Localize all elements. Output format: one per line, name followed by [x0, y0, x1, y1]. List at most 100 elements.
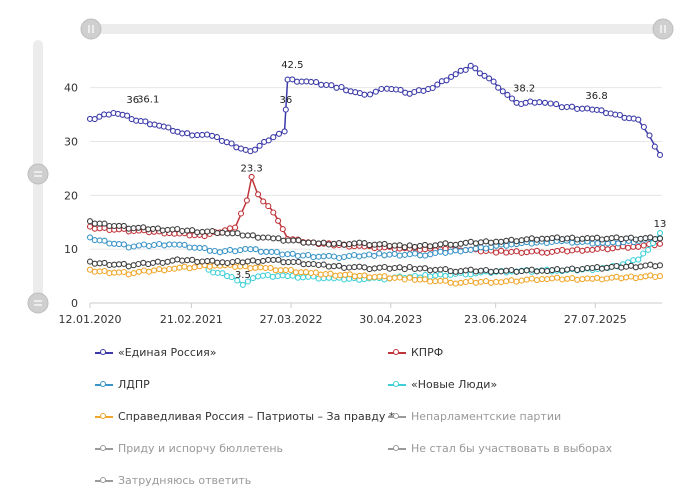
- series-point: [574, 246, 581, 253]
- series-point: [86, 258, 94, 265]
- navigator-track[interactable]: [90, 24, 662, 34]
- series-point: [598, 107, 605, 114]
- series-point: [169, 257, 176, 264]
- series-point: [493, 238, 500, 245]
- series-point: [618, 236, 625, 243]
- series-point: [327, 270, 334, 277]
- series-point: [564, 248, 571, 255]
- legend-item[interactable]: Справедливая Россия – Патриоты – За прав…: [95, 410, 394, 423]
- series-point: [549, 248, 556, 255]
- series-point: [120, 241, 127, 248]
- series-point: [268, 248, 275, 255]
- series-point: [544, 235, 551, 242]
- vertical-scrollbar[interactable]: [27, 40, 49, 314]
- legend-marker-icon: [388, 348, 406, 358]
- series-point: [579, 265, 586, 273]
- navigator-handle-right[interactable]: [652, 18, 674, 40]
- series-point: [437, 271, 444, 278]
- series-point: [204, 258, 211, 265]
- legend-item[interactable]: «Единая Россия»: [95, 346, 216, 359]
- series-point: [275, 130, 283, 137]
- series-point: [411, 250, 419, 257]
- series-point: [442, 266, 449, 273]
- series-point: [274, 273, 281, 280]
- legend-item[interactable]: Приду и испорчу бюллетень: [95, 442, 283, 455]
- series-point: [145, 226, 152, 233]
- series-point: [361, 240, 368, 247]
- x-tick-label: 30.04.2023: [359, 313, 422, 326]
- series-point: [310, 239, 317, 246]
- series-point: [579, 105, 586, 112]
- vertical-handle-top[interactable]: [27, 163, 49, 185]
- navigator-handle-left[interactable]: [80, 18, 102, 40]
- series-point: [287, 266, 294, 274]
- series-point: [361, 272, 368, 279]
- series-point: [482, 238, 490, 245]
- series-point: [613, 273, 620, 280]
- legend-label: Приду и испорчу бюллетень: [118, 442, 283, 455]
- series-point: [391, 250, 398, 257]
- series-point: [518, 237, 525, 244]
- series-point: [437, 248, 444, 255]
- series-point: [637, 274, 644, 281]
- series-point: [356, 239, 363, 246]
- series-point: [432, 272, 439, 279]
- series-point: [623, 274, 630, 281]
- series-line: [86, 62, 664, 159]
- series-point: [270, 256, 277, 263]
- legend-item[interactable]: КПРФ: [388, 346, 443, 359]
- series-point: [214, 230, 221, 237]
- series-point: [96, 220, 103, 227]
- legend-item[interactable]: ЛДПР: [95, 378, 150, 391]
- series-point: [533, 236, 540, 243]
- legend-item[interactable]: «Новые Люди»: [388, 378, 497, 391]
- legend-label: «Единая Россия»: [118, 346, 217, 359]
- series-point: [305, 251, 312, 259]
- series-point: [642, 273, 649, 280]
- legend-label: ЛДПР: [118, 378, 150, 391]
- series-point: [279, 226, 286, 233]
- series-point: [367, 91, 374, 98]
- series-point: [477, 267, 484, 274]
- series-point: [547, 100, 554, 107]
- series-point: [630, 257, 637, 264]
- series-point: [396, 274, 403, 281]
- series-point: [652, 263, 659, 270]
- series-group: [86, 62, 664, 288]
- series-point: [594, 245, 601, 252]
- series-point: [145, 261, 152, 268]
- series-point: [91, 260, 98, 267]
- series-point: [647, 261, 654, 268]
- series-point: [294, 274, 301, 281]
- series-point: [538, 235, 546, 242]
- series-point: [627, 273, 635, 280]
- series-point: [371, 273, 378, 281]
- series-point: [538, 276, 546, 283]
- series-point: [457, 248, 464, 255]
- series-point: [189, 256, 196, 263]
- range-navigator[interactable]: [80, 18, 674, 40]
- series-point: [184, 227, 191, 234]
- series-point: [462, 247, 469, 254]
- series-point: [499, 88, 506, 95]
- series-point: [432, 278, 439, 285]
- series-point: [594, 264, 601, 271]
- legend-item[interactable]: Непарламентские партии: [388, 410, 561, 423]
- series-point: [284, 251, 291, 258]
- series-point: [292, 269, 299, 276]
- data-label: 36.8: [585, 91, 607, 102]
- vertical-handle-bottom[interactable]: [27, 292, 49, 314]
- series-point: [254, 234, 262, 241]
- series-point: [391, 274, 398, 281]
- series-point: [467, 266, 474, 273]
- series-point: [371, 241, 378, 248]
- series-point: [594, 234, 601, 241]
- series-point: [125, 244, 132, 251]
- series-point: [277, 267, 284, 274]
- series-point: [320, 261, 327, 268]
- legend-item[interactable]: Затрудняюсь ответить: [95, 474, 251, 487]
- series-point: [295, 258, 302, 265]
- series-point: [635, 243, 642, 250]
- legend-item[interactable]: Не стал бы участвовать в выборах: [388, 442, 612, 455]
- series-point: [279, 251, 286, 258]
